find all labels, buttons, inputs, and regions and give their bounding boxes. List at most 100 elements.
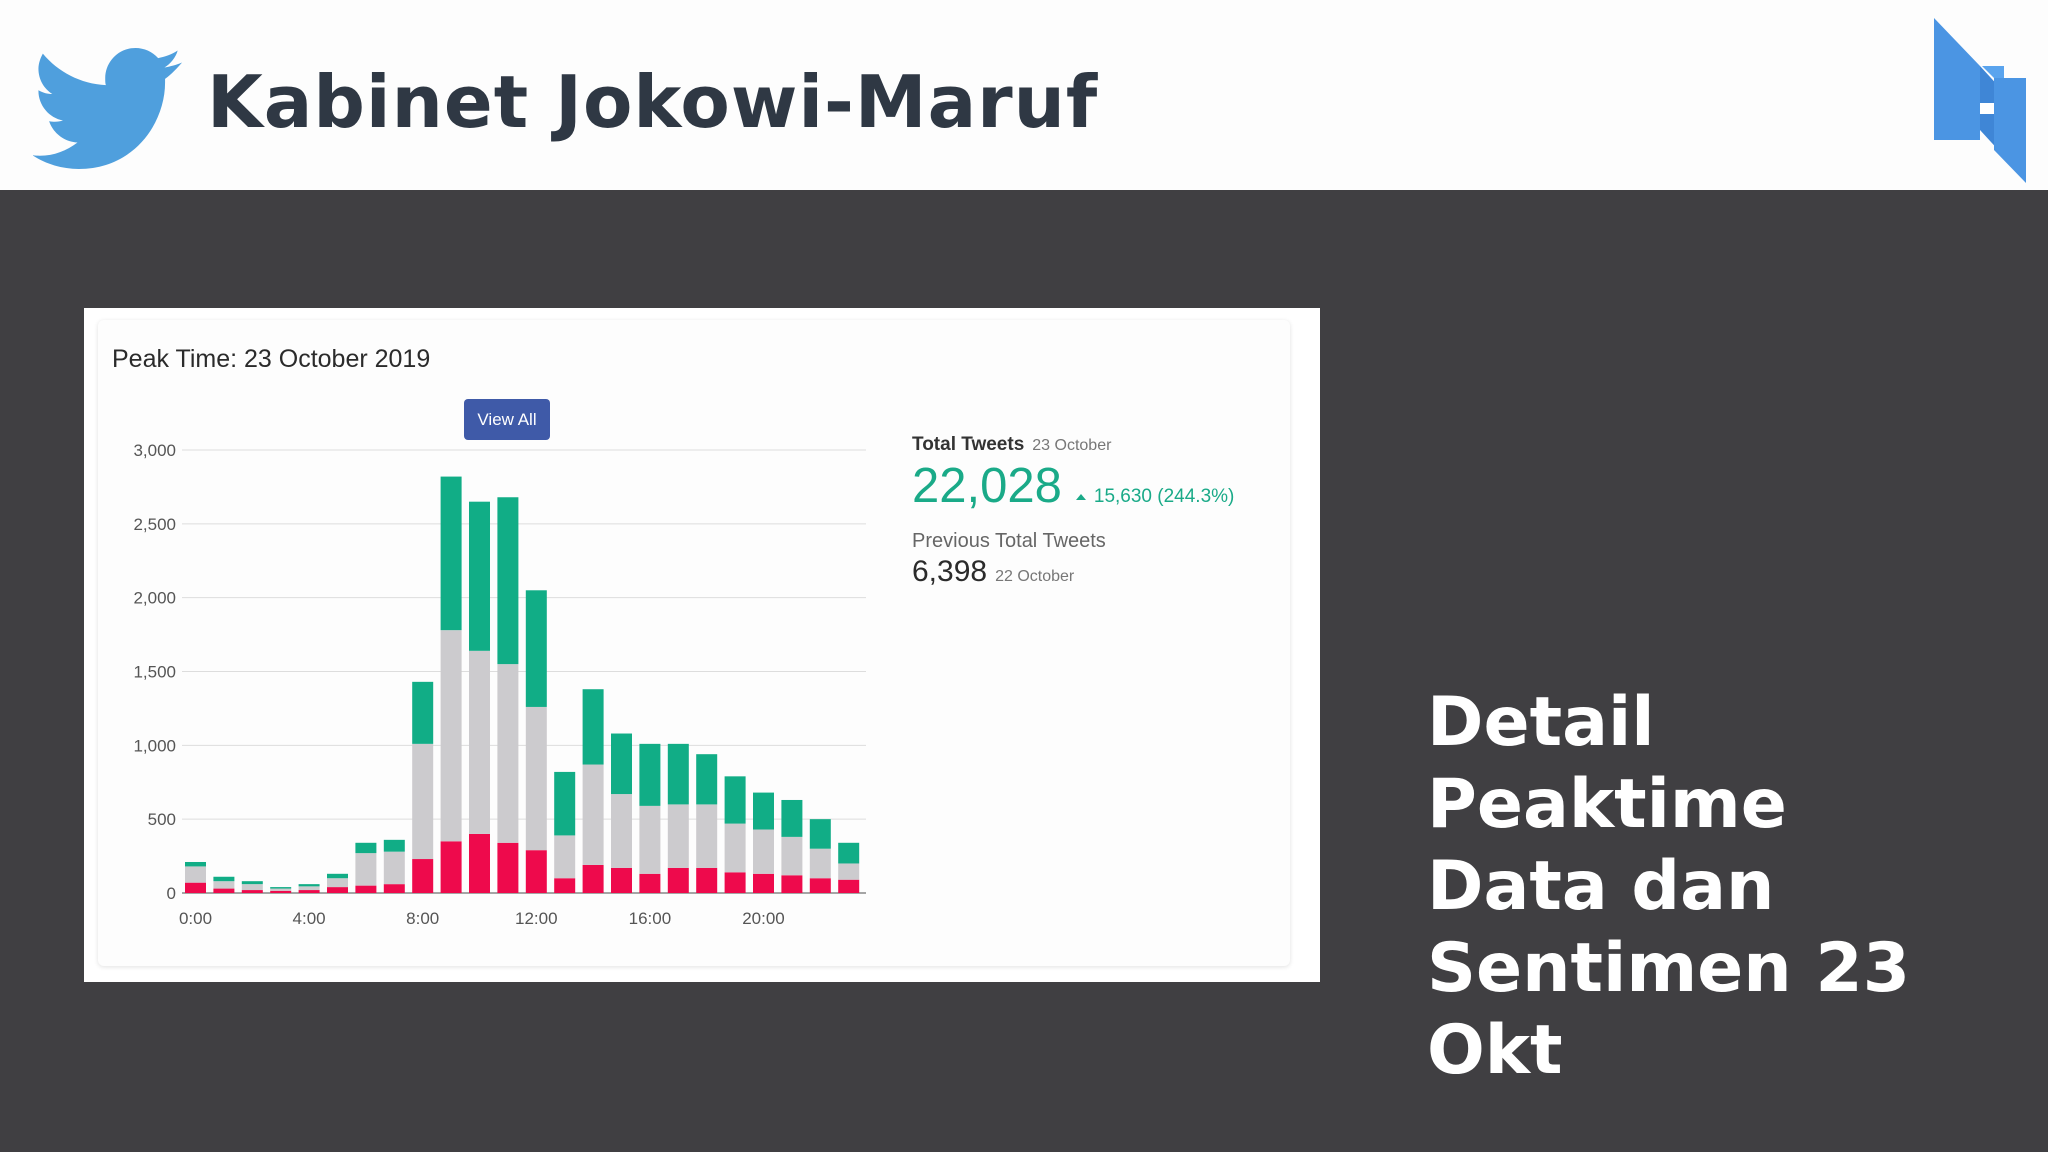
bar-segment [327,887,348,893]
x-tick-label: 4:00 [293,909,326,928]
bar-segment [667,867,689,893]
bar-segment [582,689,604,765]
bar-segment [667,804,689,868]
bar-segment [582,864,604,893]
bar-segment [497,497,519,665]
bar-segment [724,823,746,873]
bar-segment [270,888,292,891]
bar-segment [469,501,490,651]
bar-segment [753,873,774,893]
bar-segment [497,842,519,893]
bar-segment [582,764,604,865]
bar-segment [639,743,661,806]
bar-segment [639,805,661,874]
bar-segment [440,841,462,893]
bar-segment [554,835,576,879]
bar-segment [241,881,263,885]
bar-segment [696,867,718,893]
bar-segment [355,885,377,893]
header-bar: Kabinet Jokowi-Maruf [0,0,2048,190]
bar-segment [327,873,348,879]
bar-segment [185,882,206,893]
x-tick-label: 20:00 [742,909,785,928]
bar-segment [611,867,632,893]
bar-segment [383,839,405,852]
twitter-bird-icon [33,48,183,169]
bar-segment [809,848,831,879]
bar-segment [809,878,831,893]
stats-panel: Total Tweets 23 October 22,028 15,630 (2… [912,434,1234,589]
previous-total-date: 22 October [995,568,1075,585]
caption-line: Detail [1427,683,1655,762]
previous-total-value: 6,398 [912,555,988,588]
delta-value: 15,630 (244.3%) [1093,486,1235,507]
bar-segment [383,851,405,885]
bar-segment [185,861,206,867]
bar-segment [241,884,263,891]
bar-segment [355,853,377,886]
y-tick-label: 0 [167,884,176,903]
bar-segment [724,776,746,824]
y-tick-label: 2,500 [133,515,176,534]
view-all-button[interactable]: View All [464,399,550,440]
bar-segment [554,771,576,836]
bar-segment [412,681,434,744]
caption-line: Peaktime [1427,765,1787,844]
bar-segment [440,476,462,631]
card-title: Peak Time: 23 October 2019 [112,345,431,373]
caption-line: Okt [1427,1011,1563,1090]
bar-segment [554,878,576,893]
bar-segment [696,804,718,868]
bar-segment [781,799,803,837]
y-tick-label: 500 [148,810,176,829]
bar-segment [781,875,803,893]
peak-time-chart: 0 500 1,000 1,500 2,000 2,500 3,000 0:00 4:00 8:0… [133,441,866,928]
bar-segment [639,873,661,893]
bar-segment [440,630,462,842]
x-tick-label: 8:00 [406,909,439,928]
y-tick-label: 3,000 [133,441,176,460]
bar-segment [724,872,746,893]
y-tick-label: 2,000 [133,589,176,608]
caption-line: Sentimen 23 [1427,929,1911,1008]
previous-total-label: Previous Total Tweets [912,530,1106,552]
bar-segment [298,884,320,887]
bar-segment [809,819,831,849]
bar-segment [753,792,774,830]
bar-segment [525,850,547,893]
total-tweets-value: 22,028 [912,459,1062,513]
bar-segment [497,664,519,843]
x-tick-label: 12:00 [515,909,558,928]
y-tick-label: 1,500 [133,663,176,682]
bar-segment [213,881,235,889]
bar-segment [781,836,803,876]
bar-segment [838,842,860,864]
bar-segment [327,878,348,888]
bar-segment [213,876,235,882]
bar-segment [611,733,632,795]
x-tick-label: 16:00 [629,909,672,928]
bar-segment [412,743,434,860]
peak-time-card: Peak Time: 23 October 2019 View All 0 500… [98,320,1290,966]
bar-segment [469,650,490,834]
slide-caption: Detail Peaktime Data dan Sentimen 23 Okt [1427,682,2007,1092]
bar-segment [696,754,718,805]
bar-segment [241,890,263,893]
bar-segment [185,866,206,883]
caption-line: Data dan [1427,847,1775,926]
bar-segment [525,590,547,707]
bar-segment [213,888,235,893]
page-title: Kabinet Jokowi-Maruf [207,60,1099,144]
y-tick-label: 1,000 [133,736,176,755]
bar-segment [611,794,632,868]
bar-segment [383,884,405,893]
x-tick-label: 0:00 [179,909,212,928]
bar-segment [469,833,490,893]
bar-segment [270,887,292,889]
bar-segment [355,842,377,854]
bar-segment [525,706,547,851]
bar-segment [412,859,434,893]
bar-segment [298,890,320,893]
total-tweets-label: Total Tweets [912,434,1025,455]
total-tweets-date: 23 October [1032,437,1112,454]
